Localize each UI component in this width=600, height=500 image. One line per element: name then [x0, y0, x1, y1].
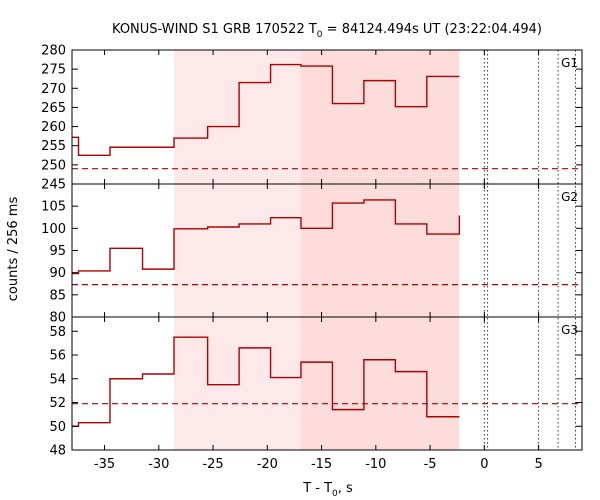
x-tick-label: -25: [202, 457, 223, 472]
y-tick-label-g3-52: 52: [49, 396, 66, 411]
y-tick-label-g2-100: 100: [41, 222, 66, 237]
y-tick-label-g1-275: 275: [41, 63, 66, 78]
x-tick-label: -20: [257, 457, 278, 472]
y-tick-label-g1-250: 250: [41, 158, 66, 173]
chart-title: KONUS-WIND S1 GRB 170522 T0 = 84124.494s…: [112, 22, 542, 40]
x-tick-label: 5: [534, 457, 542, 472]
y-tick-label-g1-245: 245: [41, 178, 66, 193]
y-tick-label-g1-255: 255: [41, 139, 66, 154]
x-tick-label: -10: [365, 457, 386, 472]
y-tick-label-g2-80: 80: [49, 311, 66, 326]
y-tick-label-g3-48: 48: [49, 444, 66, 459]
x-tick-label: -35: [94, 457, 115, 472]
y-tick-label-g1-265: 265: [41, 101, 66, 116]
lightcurve-g2: [72, 199, 461, 275]
y-tick-label-g3-58: 58: [49, 325, 66, 340]
y-tick-label-g2-85: 85: [49, 288, 66, 303]
panel-frame-g3: [71, 316, 583, 451]
x-tick-label: -5: [424, 457, 437, 472]
x-tick-label: 0: [480, 457, 488, 472]
y-tick-label-g2-95: 95: [49, 244, 66, 259]
plot-area: 245 250 255 260 265 270 275 280 G1 80 85 90 95 100 105…: [41, 44, 583, 472]
y-tick-label-g3-54: 54: [49, 372, 66, 387]
lightcurve-g3: [72, 336, 460, 427]
y-tick-label-g1-280: 280: [41, 44, 66, 59]
lightcurve-g1: [72, 63, 460, 156]
y-tick-label-g1-270: 270: [41, 82, 66, 97]
y-axis-label: counts / 256 ms: [6, 197, 21, 302]
shaded-region-2: [300, 50, 460, 450]
panel-label-g3: G3: [561, 323, 578, 337]
x-tick-label: -15: [311, 457, 332, 472]
y-tick-label-g1-260: 260: [41, 120, 66, 135]
shaded-region-1: [174, 50, 301, 450]
x-tick-label: -30: [148, 457, 169, 472]
panel-label-g2: G2: [561, 190, 578, 204]
panel-label-g1: G1: [561, 56, 578, 70]
y-tick-label-g3-56: 56: [49, 349, 66, 364]
x-axis-label: T - T0, s: [302, 481, 353, 499]
y-tick-label-g2-90: 90: [49, 266, 66, 281]
y-tick-label-g3-50: 50: [49, 420, 66, 435]
y-tick-label-g2-105: 105: [41, 200, 66, 215]
